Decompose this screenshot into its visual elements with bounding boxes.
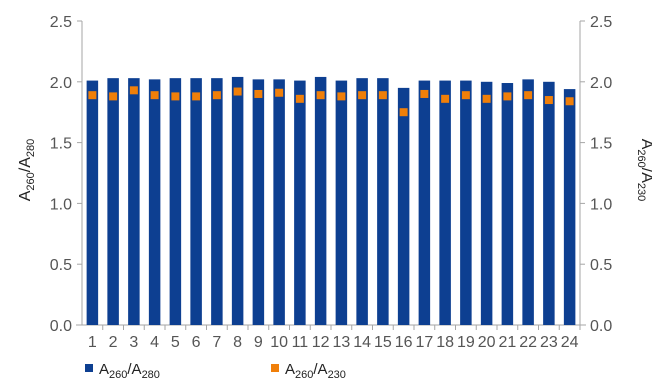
x-tick-label: 24: [561, 334, 579, 351]
x-tick-label: 21: [498, 334, 516, 351]
bar: [211, 78, 223, 325]
x-tick-label: 12: [312, 334, 330, 351]
bar: [190, 78, 202, 325]
marker-point: [420, 89, 429, 98]
x-tick-label: 10: [270, 334, 288, 351]
x-axis: 1 2 3 4 5 6 7 8 9 10 11 12 13 14 15 16 17 18 19 20 21 22 23 24: [76, 324, 586, 351]
x-tick-label: 7: [212, 334, 221, 351]
bar: [480, 81, 493, 325]
x-tick-label: 15: [374, 334, 392, 351]
bar: [522, 79, 534, 325]
bar: [460, 80, 472, 325]
bar: [501, 83, 514, 326]
x-tick-label: 11: [292, 334, 309, 351]
x-tick-label: 20: [478, 334, 496, 351]
marker-point: [441, 94, 450, 103]
x-tick-label: 23: [540, 334, 558, 351]
marker-point: [129, 86, 138, 95]
right-y-tick-label: 2.0: [590, 75, 612, 92]
marker-point: [399, 108, 408, 117]
left-y-tick-label: 2.0: [50, 75, 72, 92]
x-tick-label: 19: [457, 334, 475, 351]
left-y-tick-label: 0.0: [50, 318, 72, 335]
marker-series: [88, 86, 574, 117]
marker-point: [109, 92, 118, 101]
marker-point: [503, 92, 512, 101]
marker-point: [358, 91, 367, 100]
x-tick-label: 5: [171, 334, 180, 351]
bar: [377, 78, 389, 325]
marker-point: [192, 92, 201, 101]
marker-point: [233, 87, 242, 96]
bar: [231, 76, 244, 325]
marker-point: [461, 91, 470, 100]
marker-point: [295, 94, 304, 103]
marker-point: [378, 91, 387, 100]
marker-point: [482, 94, 491, 103]
legend-swatch-a260-a280: [85, 364, 93, 372]
bar: [148, 79, 161, 325]
x-tick-label: 13: [332, 334, 350, 351]
left-y-axis-title: A260/A280: [17, 139, 37, 202]
marker-point: [212, 91, 221, 100]
x-tick-label: 22: [519, 334, 537, 351]
left-y-tick-label: 1.5: [50, 136, 72, 153]
bar: [169, 78, 182, 325]
marker-point: [171, 92, 180, 101]
right-y-tick-label: 1.5: [590, 136, 612, 153]
bar: [439, 80, 451, 325]
marker-point: [150, 91, 159, 100]
bar: [563, 89, 576, 325]
right-y-tick-label: 0.5: [590, 257, 612, 274]
x-tick-label: 2: [109, 334, 118, 351]
left-y-tick-label: 1.0: [50, 196, 72, 213]
marker-point: [316, 91, 325, 100]
marker-point: [275, 88, 284, 97]
left-y-tick-label: 0.5: [50, 257, 72, 274]
x-tick-label: 4: [150, 334, 159, 351]
x-tick-label: 9: [254, 334, 263, 351]
right-y-tick-label: 2.5: [590, 14, 612, 31]
bar: [294, 80, 306, 325]
marker-point: [337, 92, 346, 101]
bar: [335, 80, 348, 325]
bar-series: [86, 76, 576, 326]
marker-point: [254, 89, 263, 98]
bar: [314, 76, 327, 325]
bar: [252, 79, 265, 325]
bar: [356, 78, 368, 325]
marker-point: [544, 96, 553, 105]
x-tick-label: 3: [129, 334, 138, 351]
x-tick-label: 14: [353, 334, 371, 351]
right-y-axis: 0.0 0.5 1.0 1.5 2.0 2.5: [579, 14, 612, 335]
marker-point: [524, 91, 533, 100]
marker-point: [565, 97, 574, 106]
legend-swatch-a260-a230: [271, 364, 279, 372]
right-y-axis-title: A260/A230: [635, 139, 652, 202]
legend-label-a260-a280: A260/A280: [99, 361, 160, 380]
right-y-tick-label: 1.0: [590, 196, 612, 213]
legend-label-a260-a230: A260/A230: [285, 361, 346, 380]
left-y-axis: 0.0 0.5 1.0 1.5 2.0 2.5: [50, 14, 83, 335]
bar: [86, 80, 99, 325]
right-y-tick-label: 0.0: [590, 318, 612, 335]
bar: [273, 79, 285, 325]
bar: [543, 81, 555, 325]
legend: A260/A280 A260/A230: [85, 361, 346, 380]
bar: [107, 78, 119, 325]
x-tick-label: 16: [395, 334, 413, 351]
x-tick-label: 18: [436, 334, 454, 351]
x-tick-label: 1: [88, 334, 97, 351]
x-tick-label: 8: [233, 334, 242, 351]
marker-point: [88, 91, 97, 100]
bar: [418, 80, 431, 325]
x-tick-label: 17: [415, 334, 433, 351]
bar: [128, 78, 140, 325]
bar: [397, 87, 410, 325]
left-y-tick-label: 2.5: [50, 14, 72, 31]
x-tick-label: 6: [192, 334, 201, 351]
